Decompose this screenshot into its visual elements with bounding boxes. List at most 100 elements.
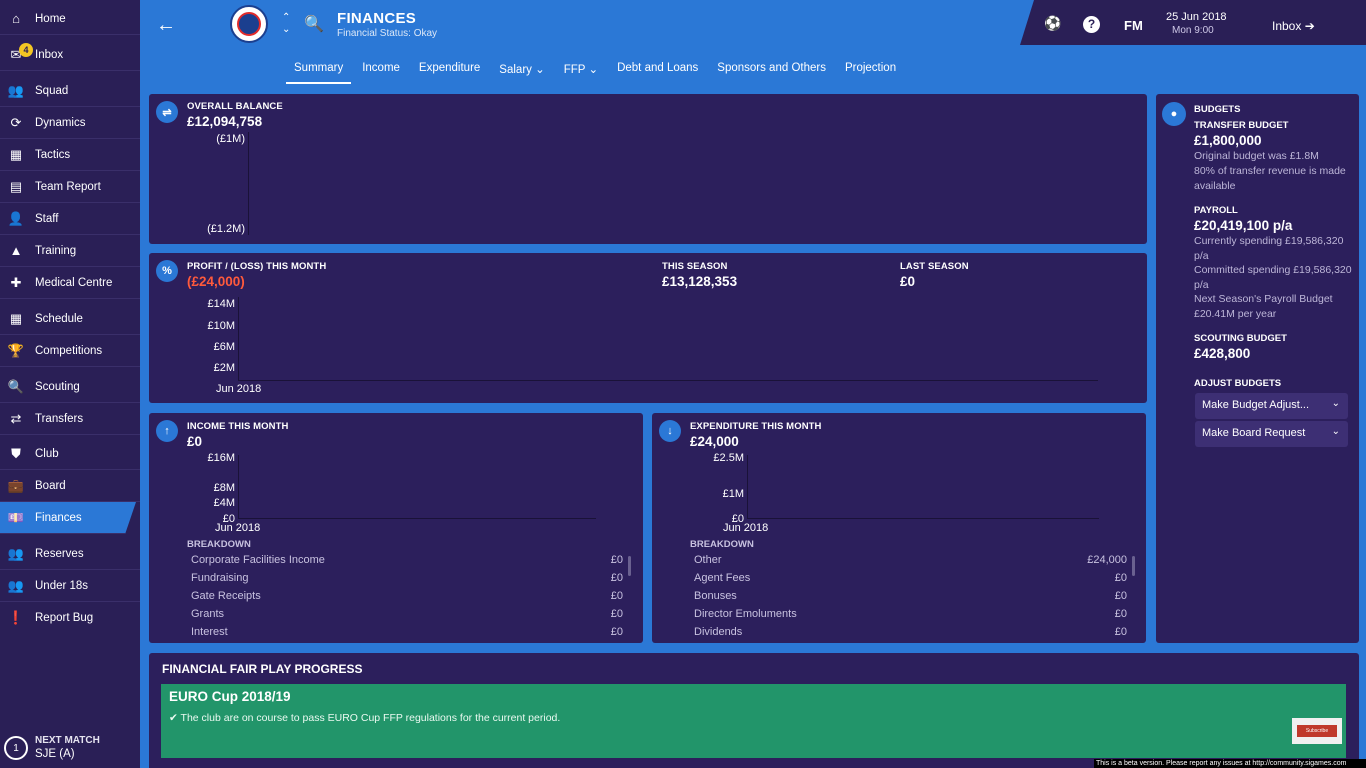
table-row[interactable]: Interest £0 — [191, 624, 623, 642]
row-name: Gate Receipts — [191, 590, 261, 602]
tab-expenditure[interactable]: Expenditure — [418, 62, 481, 74]
up-down-chevron-icon[interactable]: ⌃ ⌄ — [282, 12, 291, 35]
tab-salary[interactable]: Salary ⌄ — [499, 64, 545, 76]
sidebar-item-label: Transfers — [35, 412, 84, 425]
table-row[interactable]: Dividends £0 — [694, 624, 1127, 642]
tab-projection[interactable]: Projection — [844, 62, 897, 74]
sidebar-item-label: Home — [35, 12, 66, 25]
last-season-value: £0 — [900, 274, 916, 289]
row-name: Other — [694, 554, 722, 566]
sidebar-item-label: Dynamics — [35, 116, 86, 129]
make-budget-adjustment-dropdown[interactable]: Make Budget Adjust... ⌄ — [1195, 393, 1348, 419]
row-value: £0 — [610, 626, 623, 638]
sidebar-item-training[interactable]: ▲ Training — [0, 235, 140, 267]
sidebar-item-schedule[interactable]: ▦ Schedule — [0, 303, 140, 335]
sidebar-item-label: Competitions — [35, 344, 103, 357]
ball-icon[interactable]: ⚽ — [1044, 15, 1062, 31]
income-label: INCOME THIS MONTH — [187, 421, 289, 432]
sidebar-item-board[interactable]: 💼 Board — [0, 470, 140, 502]
table-row[interactable]: Fundraising £0 — [191, 570, 623, 588]
table-row[interactable]: Corporate Facilities Income £0 — [191, 552, 623, 570]
inbox-continue-button[interactable]: Inbox ➔ — [1272, 19, 1315, 33]
expenditure-panel[interactable]: ↓ EXPENDITURE THIS MONTH £24,000 £2.5M £… — [652, 413, 1146, 643]
y-tick-label: £2.5M — [713, 452, 744, 464]
sidebar-item-scouting[interactable]: 🔍 Scouting — [0, 371, 140, 403]
profit-loss-panel[interactable]: % PROFIT / (LOSS) THIS MONTH (£24,000) T… — [149, 253, 1147, 403]
sidebar-item-reserves[interactable]: 👥 Reserves — [0, 538, 140, 570]
sidebar-item-competitions[interactable]: 🏆 Competitions — [0, 335, 140, 367]
payroll-value: £20,419,100 p/a — [1194, 218, 1293, 233]
sidebar-item-club[interactable]: ⛊ Club — [0, 438, 140, 470]
sidebar-item-finances[interactable]: 💷 Finances — [0, 502, 136, 534]
top-right-bar: ⚽ ? FM 25 Jun 2018 Mon 9:00 Inbox ➔ — [1020, 0, 1366, 45]
fm-menu-button[interactable]: FM — [1124, 18, 1143, 33]
piggy-bank-icon: ● — [1162, 102, 1186, 126]
medical-icon: ✚ — [10, 274, 22, 290]
row-value: £0 — [610, 572, 623, 584]
under18s-icon: 👥 — [7, 577, 25, 593]
this-season-value: £13,128,353 — [662, 274, 738, 289]
balance-icon: ⇌ — [156, 101, 178, 123]
top-bar: ← ⌃ ⌄ 🔍 FINANCES Financial Status: Okay ⚽… — [140, 0, 1366, 90]
financial-status: Financial Status: Okay — [337, 28, 438, 39]
transfer-budget-label: TRANSFER BUDGET — [1194, 120, 1289, 131]
tab-sponsors-and-others[interactable]: Sponsors and Others — [717, 62, 826, 74]
home-icon: ⌂ — [12, 11, 20, 26]
sidebar-item-squad[interactable]: 👥 Squad — [0, 75, 140, 107]
sidebar-item-medical-centre[interactable]: ✚ Medical Centre — [0, 267, 140, 299]
row-value: £0 — [610, 590, 623, 602]
search-icon[interactable]: 🔍 — [304, 16, 324, 33]
table-row[interactable]: Bonuses £0 — [694, 588, 1127, 606]
next-match[interactable]: 1 NEXT MATCH SJE (A) — [0, 728, 140, 768]
sidebar-item-under-18s[interactable]: 👥 Under 18s — [0, 570, 140, 602]
calendar-icon: ▦ — [9, 310, 23, 326]
tactics-icon: ▦ — [9, 146, 23, 162]
table-row[interactable]: Agent Fees £0 — [694, 570, 1127, 588]
sidebar-item-transfers[interactable]: ⇄ Transfers — [0, 403, 140, 435]
overall-balance-panel[interactable]: ⇌ OVERALL BALANCE £12,094,758 (£1M) (£1.… — [149, 94, 1147, 244]
sidebar-item-tactics[interactable]: ▦ Tactics — [0, 139, 140, 171]
arrow-up-icon: ↑ — [156, 420, 178, 442]
table-row[interactable]: Director Emoluments £0 — [694, 606, 1127, 624]
sidebar-item-report-bug[interactable]: ❗ Report Bug — [0, 602, 140, 634]
back-arrow-icon[interactable]: ← — [156, 14, 176, 36]
row-value: £0 — [1114, 572, 1127, 584]
scrollbar[interactable] — [628, 556, 631, 576]
ffp-competition: EURO Cup 2018/19 — [169, 689, 291, 704]
sidebar-item-team-report[interactable]: ▤ Team Report — [0, 171, 140, 203]
tab-debt-and-loans[interactable]: Debt and Loans — [617, 62, 699, 74]
tab-income[interactable]: Income — [362, 62, 400, 74]
x-tick-label: Jun 2018 — [215, 522, 261, 534]
row-name: Corporate Facilities Income — [191, 554, 325, 566]
ffp-status-box[interactable]: EURO Cup 2018/19 ✔ The club are on cours… — [161, 684, 1346, 758]
tab-ffp[interactable]: FFP ⌄ — [563, 64, 599, 76]
scrollbar[interactable] — [1132, 556, 1135, 576]
sidebar-item-inbox[interactable]: ✉ 4 Inbox — [0, 39, 140, 71]
sidebar-item-dynamics[interactable]: ⟳ Dynamics — [0, 107, 140, 139]
y-axis — [238, 455, 239, 519]
row-value: £0 — [1114, 626, 1127, 638]
payroll-label: PAYROLL — [1194, 205, 1238, 216]
club-crest[interactable] — [230, 5, 268, 43]
sidebar-item-label: Reserves — [35, 547, 84, 560]
sidebar-item-label: Report Bug — [35, 612, 94, 624]
table-row[interactable]: Grants £0 — [191, 606, 623, 624]
table-row[interactable]: Other £24,000 — [694, 552, 1127, 570]
help-icon[interactable]: ? — [1083, 16, 1100, 33]
subscribe-label: Subscribe — [1297, 725, 1337, 737]
tab-bar: Summary Income Expenditure Salary ⌄ FFP … — [286, 58, 907, 84]
board-icon: 💼 — [7, 477, 25, 493]
sidebar-item-label: Board — [35, 479, 66, 492]
row-name: Fundraising — [191, 572, 249, 584]
table-row[interactable]: Gate Receipts £0 — [191, 588, 623, 606]
subscribe-button[interactable]: Subscribe — [1292, 718, 1342, 744]
income-panel[interactable]: ↑ INCOME THIS MONTH £0 £16M £8M £4M £0 J… — [149, 413, 643, 643]
sidebar-item-staff[interactable]: 👤 Staff — [0, 203, 140, 235]
tab-summary[interactable]: Summary — [286, 58, 352, 84]
scouting-budget-label: SCOUTING BUDGET — [1194, 333, 1287, 344]
y-axis — [747, 455, 748, 519]
sidebar-item-label: Team Report — [35, 180, 101, 193]
make-board-request-dropdown[interactable]: Make Board Request ⌄ — [1195, 421, 1348, 447]
sidebar-item-home[interactable]: ⌂ Home — [0, 3, 140, 35]
dropdown-label: Make Budget Adjust... — [1202, 399, 1310, 411]
